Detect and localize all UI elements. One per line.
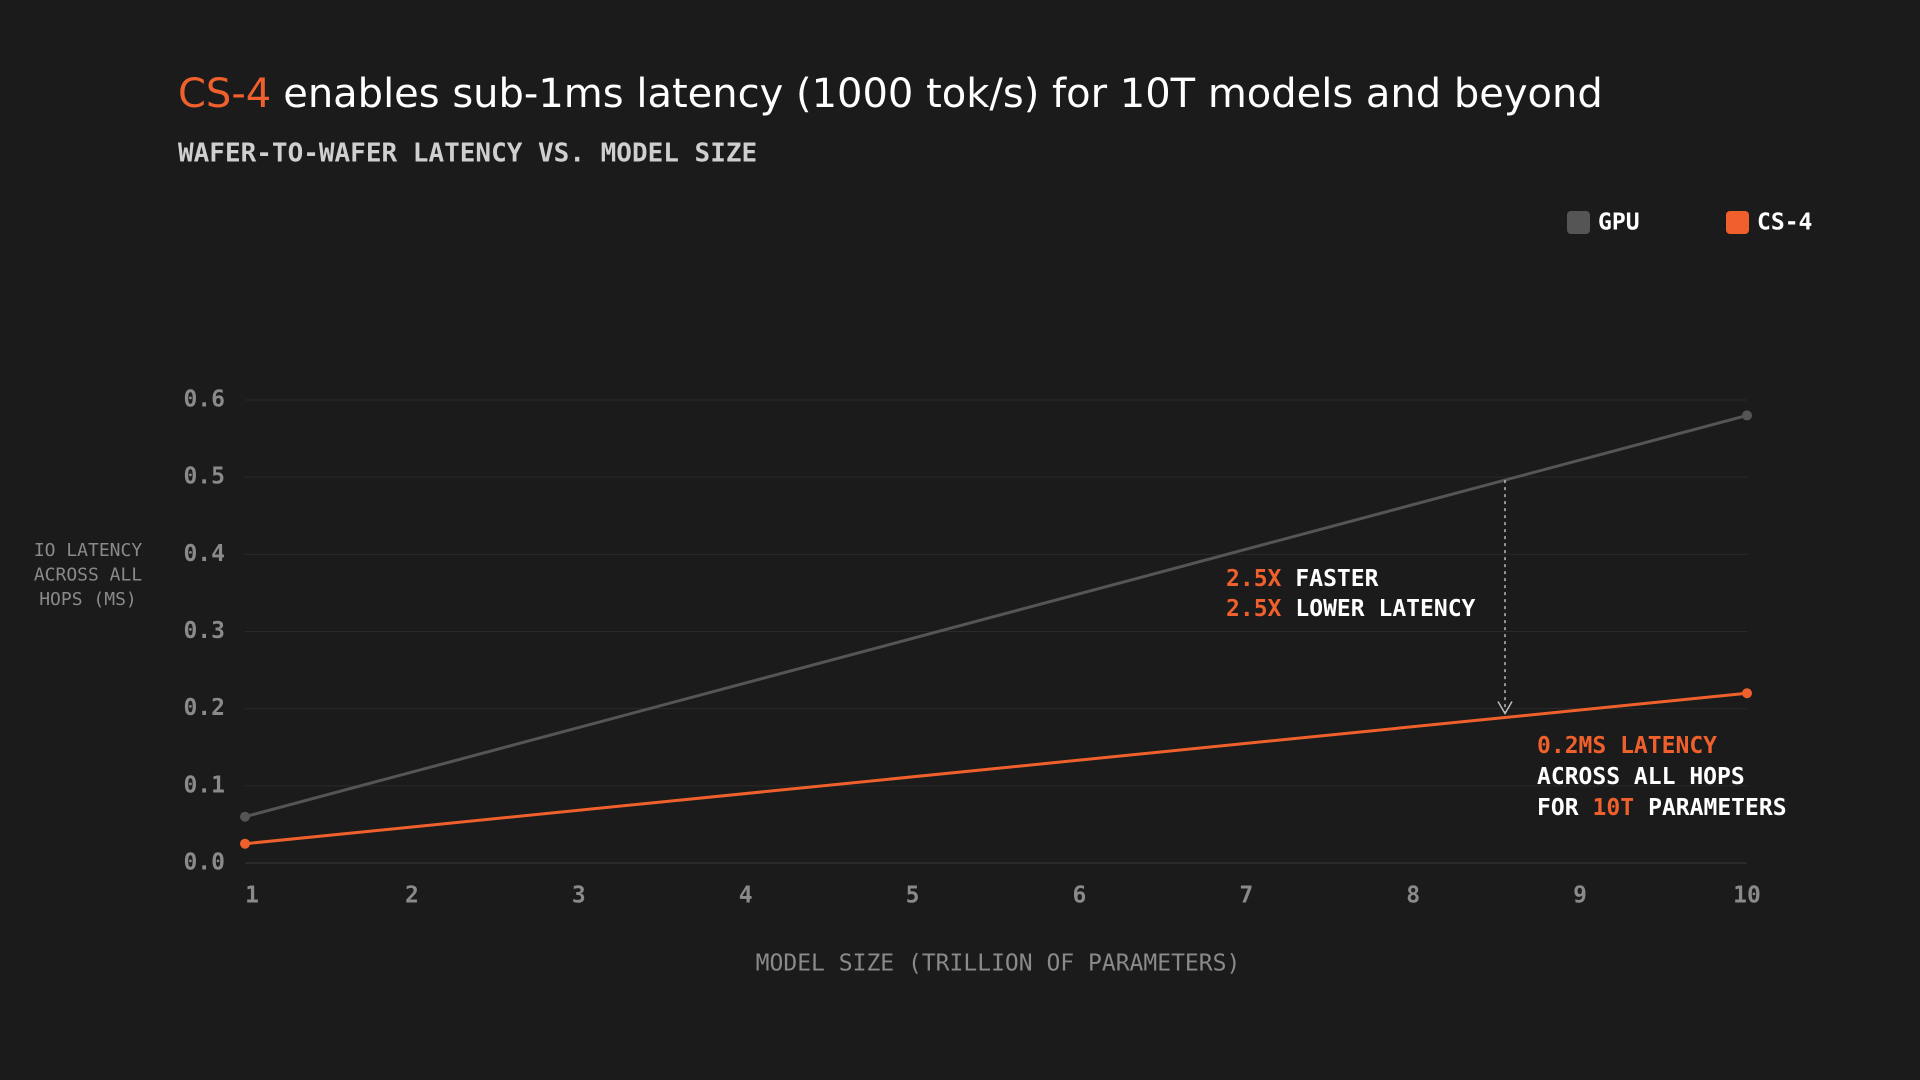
- series-line: [244, 691, 1748, 846]
- y-tick-label: 0.3: [183, 618, 225, 644]
- annotation-part: ACROSS ALL HOPS: [1537, 764, 1745, 790]
- x-tick-label: 2: [405, 883, 419, 909]
- annotation-part: 10T: [1593, 795, 1635, 821]
- chart-title: CS-4 enables sub-1ms latency (1000 tok/s)…: [178, 71, 1603, 117]
- title-part: enables sub-1ms latency (1000 tok/s) for…: [283, 71, 1603, 117]
- x-tick-label: 4: [739, 883, 753, 909]
- annotation: 2.5X FASTER: [1226, 566, 1379, 592]
- y-axis-label: ACROSS ALL: [34, 565, 143, 586]
- legend-label: CS-4: [1757, 210, 1812, 236]
- x-tick-label: 1: [245, 883, 259, 909]
- x-tick-label: 5: [906, 883, 920, 909]
- y-tick-label: 0.1: [183, 772, 225, 798]
- annotation-part: 2.5X: [1226, 566, 1282, 592]
- point: [1742, 688, 1752, 699]
- series-line: [244, 413, 1748, 819]
- annotation: 2.5X LOWER LATENCY: [1226, 596, 1476, 622]
- point: [1742, 410, 1752, 421]
- y-tick-label: 0.0: [183, 850, 225, 876]
- point: [240, 811, 250, 822]
- point: [240, 838, 250, 849]
- x-tick-label: 9: [1573, 883, 1587, 909]
- annotation-part: 0.2MS LATENCY: [1537, 733, 1717, 759]
- annotation: ACROSS ALL HOPS: [1537, 764, 1745, 790]
- chart-subtitle: WAFER-TO-WAFER LATENCY VS. MODEL SIZE: [178, 139, 757, 169]
- y-tick-label: 0.2: [183, 695, 225, 721]
- x-tick-label: 3: [572, 883, 586, 909]
- legend-swatch: [1567, 211, 1590, 234]
- x-tick-label: 7: [1239, 883, 1253, 909]
- annotation-part: FASTER: [1295, 566, 1378, 592]
- x-tick-label: 8: [1406, 883, 1420, 909]
- y-axis-label: IO LATENCY: [34, 540, 143, 561]
- legend-swatch: [1726, 211, 1749, 234]
- annotation: 0.2MS LATENCY: [1537, 733, 1717, 759]
- legend-label: GPU: [1598, 210, 1640, 236]
- x-axis-label: MODEL SIZE (TRILLION OF PARAMETERS): [756, 951, 1241, 977]
- title-part: CS-4: [178, 71, 271, 117]
- y-tick-label: 0.4: [183, 541, 225, 567]
- annotation-part: 2.5X: [1226, 596, 1282, 622]
- x-tick-label: 6: [1073, 883, 1087, 909]
- y-axis-label: HOPS (MS): [39, 589, 137, 610]
- annotation-part: PARAMETERS: [1648, 795, 1786, 821]
- annotation: FOR 10T PARAMETERS: [1537, 795, 1787, 821]
- x-tick-label: 10: [1733, 883, 1761, 909]
- annotation-part: FOR: [1537, 795, 1579, 821]
- y-tick-label: 0.5: [183, 464, 225, 490]
- annotation-part: LOWER LATENCY: [1295, 596, 1475, 622]
- arrow-head: [1497, 701, 1513, 715]
- y-tick-label: 0.6: [183, 387, 225, 413]
